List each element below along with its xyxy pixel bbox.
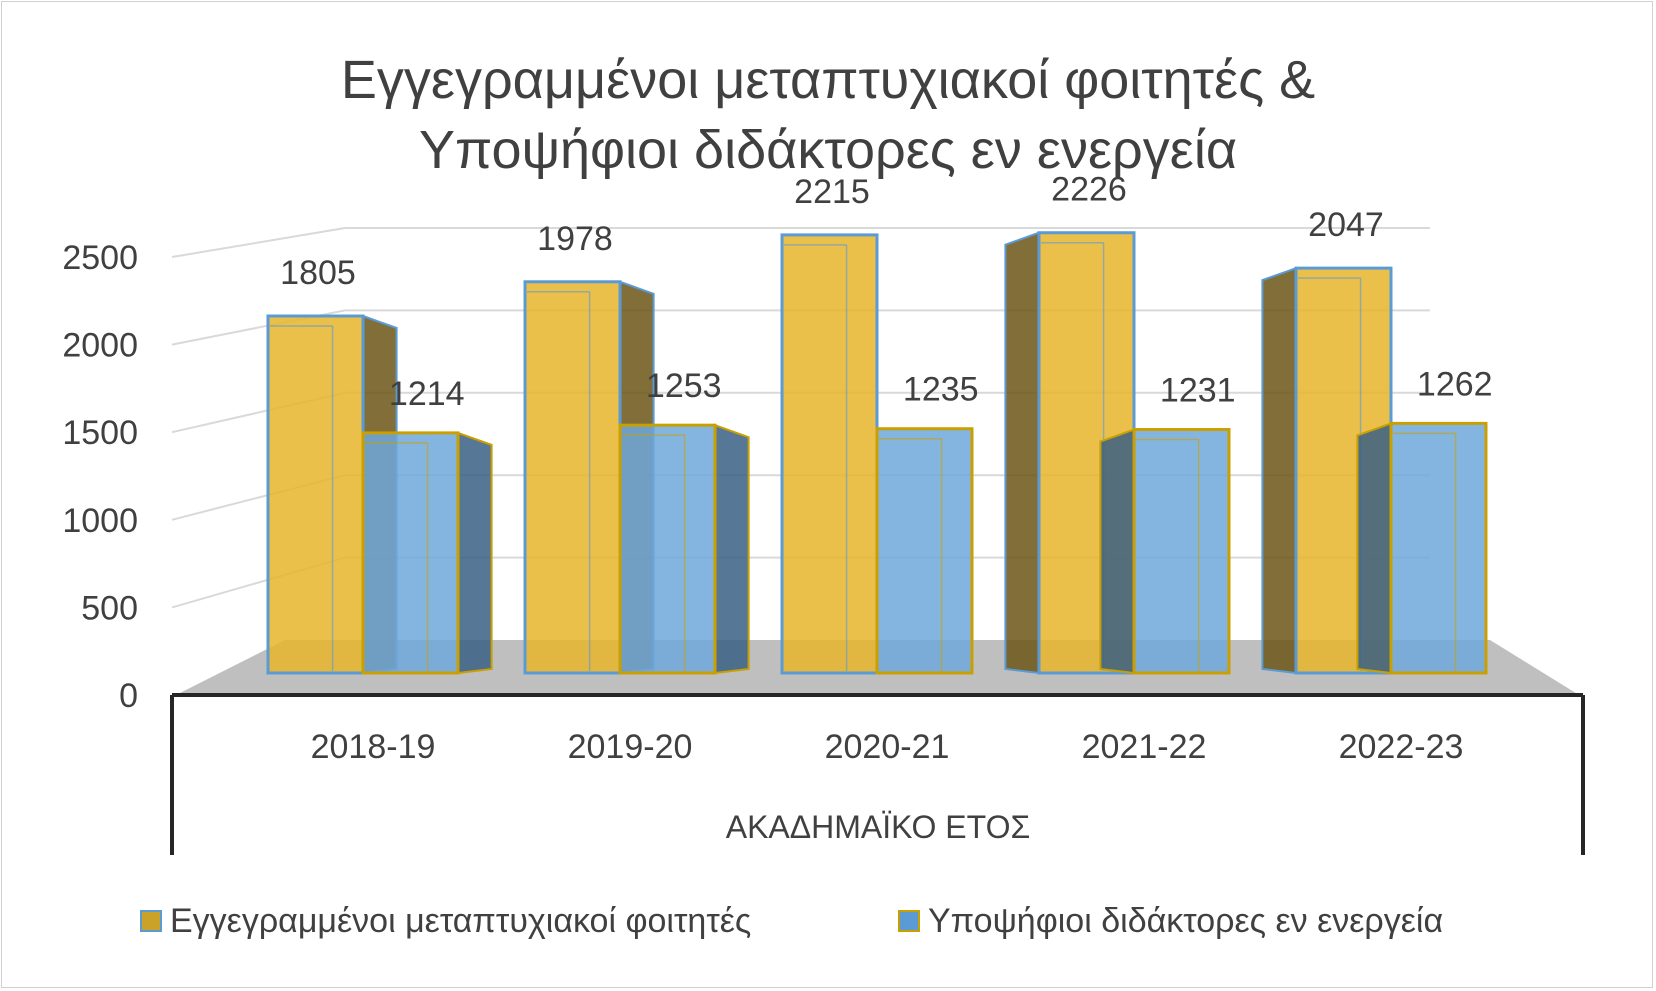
gridline-side-2500 xyxy=(171,227,346,258)
x-tick-label-2020-21: 2020-21 xyxy=(825,728,950,766)
legend-label-series-1: Εγγεγραμμένοι μεταπτυχιακοί φοιτητές xyxy=(170,901,752,940)
bar-series-2-2019-20-side xyxy=(714,423,750,675)
bar-series-1-2022-23-side xyxy=(1261,266,1297,675)
x-tick-label-2019-20: 2019-20 xyxy=(568,728,693,766)
y-tick-label-1500: 1500 xyxy=(62,414,138,452)
chart-title-line-2: Υποψήφιοι διδάκτορες εν ενεργεία xyxy=(418,120,1238,180)
bar-series-2-2019-20-data-label: 1253 xyxy=(646,367,722,405)
bar-series-1-2020-21 xyxy=(780,233,879,675)
chart-title: Εγγεγραμμένοι μεταπτυχιακοί φοιτητές & Υ… xyxy=(0,45,1656,185)
bar-series-1-2019-20-front xyxy=(523,280,622,675)
bar-series-2-2022-23 xyxy=(1356,421,1488,675)
bar-series-2-2018-19-side xyxy=(457,431,493,675)
bar-series-2-2018-19-data-label: 1214 xyxy=(389,375,465,413)
bar-series-1-2019-20-data-label: 1978 xyxy=(537,220,613,258)
bar-series-2-2018-19-front xyxy=(361,431,460,675)
y-tick-label-2000: 2000 xyxy=(62,327,138,365)
bar-series-2-2022-23-side xyxy=(1356,421,1392,675)
legend-item-series-1: Εγγεγραμμένοι μεταπτυχιακοί φοιτητές xyxy=(140,896,751,946)
x-tick-label-2021-22: 2021-22 xyxy=(1082,728,1207,766)
x-tick-label-2022-23: 2022-23 xyxy=(1339,728,1464,766)
bar-series-2-2020-21-data-label: 1235 xyxy=(903,371,979,409)
bar-series-2-2021-22-side xyxy=(1099,428,1135,675)
y-tick-label-0: 0 xyxy=(119,677,138,715)
bar-series-1-2021-22-side xyxy=(1004,231,1040,675)
legend-label-series-2: Υποψήφιοι διδάκτορες εν ενεργεία xyxy=(928,901,1444,940)
bar-series-1-2022-23-data-label: 2047 xyxy=(1308,206,1384,244)
bar-series-1-2020-21-front xyxy=(780,233,879,675)
chart-title-line-1: Εγγεγραμμένοι μεταπτυχιακοί φοιτητές & xyxy=(340,50,1316,110)
bar-series-1-2018-19 xyxy=(266,314,398,675)
x-tick-label-2018-19: 2018-19 xyxy=(311,728,436,766)
bar-series-1-2020-21-data-label: 2215 xyxy=(794,173,870,211)
legend-swatch-series-1 xyxy=(140,910,162,932)
bar-series-2-2020-21-front xyxy=(875,427,974,675)
bar-series-2-2019-20 xyxy=(618,423,750,675)
bar-series-1-2018-19-data-label: 1805 xyxy=(280,254,356,292)
bar-series-2-2020-21 xyxy=(875,427,974,675)
chart-legend: Εγγεγραμμένοι μεταπτυχιακοί φοιτητές Υπο… xyxy=(0,896,1656,946)
x-axis-title: ΑΚΑΔΗΜΑΪΚΟ ΕΤΟΣ xyxy=(726,809,1031,845)
y-tick-label-2500: 2500 xyxy=(62,239,138,277)
y-tick-label-1000: 1000 xyxy=(62,502,138,540)
bar-series-2-2019-20-front xyxy=(618,423,717,675)
bar-series-2-2022-23-data-label: 1262 xyxy=(1417,365,1493,403)
bar-series-2-2021-22-front xyxy=(1132,428,1231,675)
legend-item-series-2: Υποψήφιοι διδάκτορες εν ενεργεία xyxy=(898,896,1443,946)
bar-series-1-2018-19-front xyxy=(266,314,365,675)
bar-series-2-2022-23-front xyxy=(1389,421,1488,675)
legend-swatch-series-2 xyxy=(898,910,920,932)
y-tick-label-500: 500 xyxy=(81,589,138,627)
bar-series-2-2018-19 xyxy=(361,431,493,675)
bar-series-2-2021-22 xyxy=(1099,428,1231,675)
bar-series-1-2021-22-data-label: 2226 xyxy=(1051,171,1127,209)
bar-series-2-2021-22-data-label: 1231 xyxy=(1160,372,1236,410)
